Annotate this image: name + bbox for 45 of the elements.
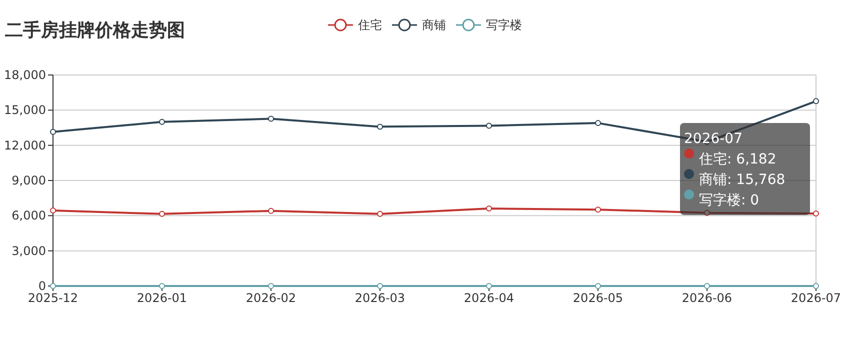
point (268, 116, 274, 122)
annotation: 住宅: 6,182 (698, 152, 776, 168)
point (268, 208, 274, 214)
x-tick-label: 2026-05 (572, 291, 624, 305)
point (377, 283, 383, 289)
y-tick-label: 6,000 (12, 208, 46, 223)
point (268, 283, 274, 289)
annotation: 商铺: 15,768 (699, 172, 786, 188)
x-tick-label: 2026-02 (246, 291, 296, 305)
point (377, 124, 383, 130)
point (704, 283, 710, 289)
point (486, 122, 492, 129)
y-tick-label: 18,000 (4, 68, 46, 82)
x-tick-label: 2025-12 (28, 291, 78, 305)
point (486, 206, 492, 212)
point (50, 128, 56, 135)
x-tick-label: 2026-01 (136, 291, 188, 305)
point (595, 206, 601, 213)
y-tick-label: 3,000 (12, 244, 46, 258)
y-tick-label: 12,000 (4, 138, 46, 152)
point (159, 283, 165, 289)
legend-label: 写字楼 (486, 18, 522, 32)
point (159, 118, 165, 125)
point (813, 210, 819, 217)
point (159, 210, 165, 217)
point (813, 98, 819, 104)
legend-label: 商铺 (422, 18, 446, 32)
chart-title: 二手房挂牌价格走势图 (5, 20, 185, 41)
x-tick-label: 2026-03 (354, 291, 406, 305)
point (50, 283, 56, 289)
x-tick-label: 2026-04 (464, 291, 514, 305)
point (813, 283, 819, 289)
y-tick-label: 9,000 (12, 174, 46, 188)
annotation: 2026-07 (684, 131, 742, 147)
x-tick-label: 2026-07 (790, 291, 842, 305)
annotation: 写字楼: 0 (699, 192, 760, 208)
x-tick-label: 2026-06 (682, 291, 732, 305)
legend-label: 住宅 (357, 18, 382, 32)
point (377, 210, 383, 217)
point (595, 120, 601, 126)
point (50, 208, 56, 214)
y-tick-label: 15,000 (4, 103, 46, 118)
point (486, 283, 492, 289)
point (595, 283, 601, 289)
y-tick-label: 0 (38, 279, 46, 293)
